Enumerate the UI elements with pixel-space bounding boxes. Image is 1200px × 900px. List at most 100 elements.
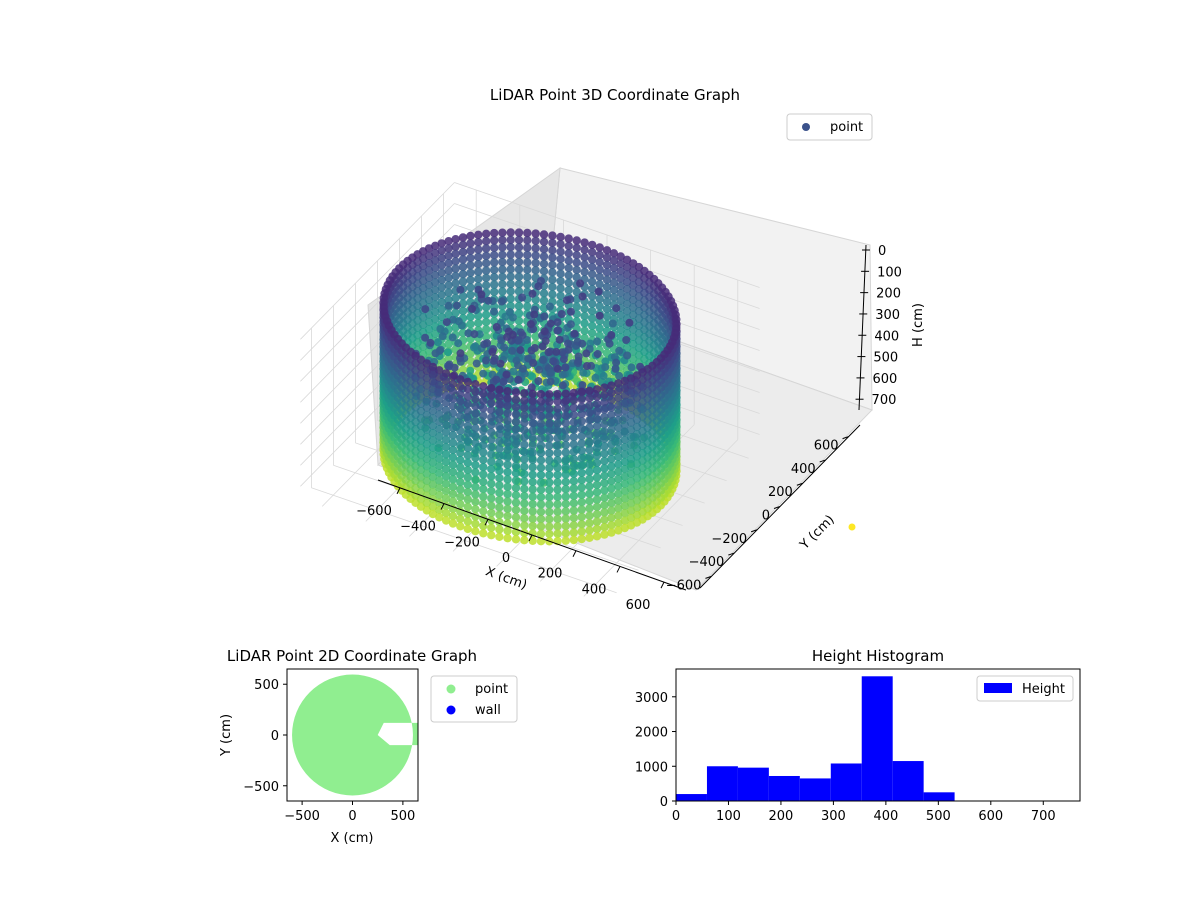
data-point — [506, 301, 515, 311]
data-point — [609, 285, 619, 295]
data-point — [441, 516, 451, 525]
data-point — [487, 435, 496, 444]
data-point — [451, 249, 460, 259]
data-point — [595, 280, 604, 289]
data-point — [620, 413, 629, 422]
data-point — [607, 513, 616, 523]
chart-histogram: Height Histogram 0 100 200 300 400 500 600 7000… — [635, 647, 1081, 824]
data-point — [614, 416, 623, 425]
data-point — [595, 265, 604, 274]
x-tick-label: 600 — [626, 598, 651, 613]
data-point — [437, 312, 446, 322]
data-point — [588, 248, 597, 257]
data-point — [435, 402, 444, 412]
data-point — [622, 277, 632, 287]
data-point — [466, 349, 475, 358]
data-point — [444, 273, 453, 283]
data-point — [474, 238, 483, 247]
data-point — [458, 262, 468, 272]
data-point — [471, 527, 480, 536]
data-point — [561, 463, 570, 472]
x-tick-label: 700 — [1031, 809, 1056, 824]
data-point — [602, 260, 612, 270]
data-point — [556, 262, 565, 271]
data-point — [600, 434, 609, 444]
histogram-bar — [706, 766, 738, 801]
data-point — [561, 411, 570, 420]
histogram-bar — [737, 767, 769, 801]
data-point — [482, 332, 491, 341]
data-point — [523, 258, 532, 267]
x-tick-label: −200 — [444, 535, 480, 550]
data-point — [620, 406, 629, 415]
data-point — [534, 377, 543, 385]
data-point — [574, 356, 583, 365]
data-point — [463, 399, 472, 409]
data-point — [592, 524, 602, 534]
data-point — [528, 426, 537, 435]
data-point — [548, 231, 557, 240]
data-point — [592, 414, 602, 423]
data-point — [468, 304, 476, 313]
data-point — [471, 482, 480, 492]
data-point — [528, 441, 537, 450]
data-point — [464, 329, 473, 338]
data-point — [435, 476, 444, 485]
data-point — [523, 250, 532, 260]
data-point — [456, 419, 465, 428]
data-point — [528, 536, 537, 545]
data-point — [548, 290, 557, 299]
data-point — [528, 404, 537, 413]
z-tick-label: 200 — [876, 287, 901, 302]
chart-3d-title: LiDAR Point 3D Coordinate Graph — [490, 86, 740, 104]
data-point — [553, 426, 562, 435]
data-point — [498, 243, 507, 252]
data-point — [495, 429, 504, 439]
data-point — [614, 504, 623, 513]
data-point — [561, 470, 570, 479]
data-point — [437, 275, 446, 285]
data-point — [561, 529, 570, 538]
data-point — [555, 335, 564, 344]
data-point — [539, 259, 549, 269]
data-point — [528, 470, 537, 479]
data-point — [508, 313, 517, 322]
data-point — [456, 349, 465, 358]
legend-swatch-wall — [446, 705, 456, 715]
data-point — [585, 504, 594, 513]
data-point — [561, 536, 570, 545]
data-point — [422, 432, 431, 442]
data-point — [553, 364, 562, 373]
data-point — [620, 376, 629, 386]
data-point — [444, 244, 453, 253]
data-point — [561, 433, 570, 442]
data-point — [614, 460, 623, 469]
data-point — [435, 432, 444, 441]
point-cloud-disk — [292, 674, 418, 796]
data-point — [577, 424, 586, 433]
data-point — [585, 511, 594, 520]
data-point — [585, 430, 594, 440]
x-tick-mark — [660, 581, 665, 589]
data-point — [474, 252, 483, 262]
data-point — [620, 457, 629, 467]
data-point — [490, 258, 499, 267]
data-point — [539, 296, 549, 305]
data-point — [536, 500, 546, 509]
data-point — [530, 310, 539, 319]
data-point — [580, 253, 589, 262]
data-point — [602, 246, 612, 255]
z-tick-label: 100 — [877, 265, 902, 280]
data-point — [528, 477, 537, 487]
data-point — [458, 365, 468, 374]
data-point — [518, 293, 527, 302]
data-point — [422, 469, 431, 478]
data-point — [607, 381, 616, 390]
data-point — [592, 458, 602, 467]
data-point — [487, 486, 496, 496]
data-point — [528, 411, 537, 421]
data-point — [520, 469, 529, 479]
y-tick-mark — [842, 436, 849, 440]
y-tick-label: 500 — [254, 678, 279, 693]
x-tick-label: 0 — [672, 809, 680, 824]
